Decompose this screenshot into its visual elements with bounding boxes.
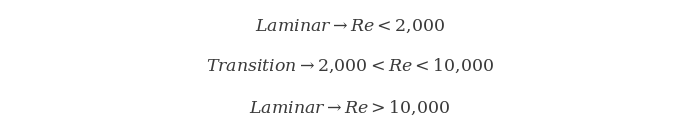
Text: $\mathit{Laminar} \rightarrow \mathit{Re} < 2{,}000$: $\mathit{Laminar} \rightarrow \mathit{Re… — [255, 18, 445, 35]
Text: $\mathit{Transition} \rightarrow 2{,}000 < \mathit{Re} < 10{,}000$: $\mathit{Transition} \rightarrow 2{,}000… — [206, 57, 494, 75]
Text: $\mathit{Laminar} \rightarrow \mathit{Re} > 10{,}000$: $\mathit{Laminar} \rightarrow \mathit{Re… — [249, 99, 451, 117]
